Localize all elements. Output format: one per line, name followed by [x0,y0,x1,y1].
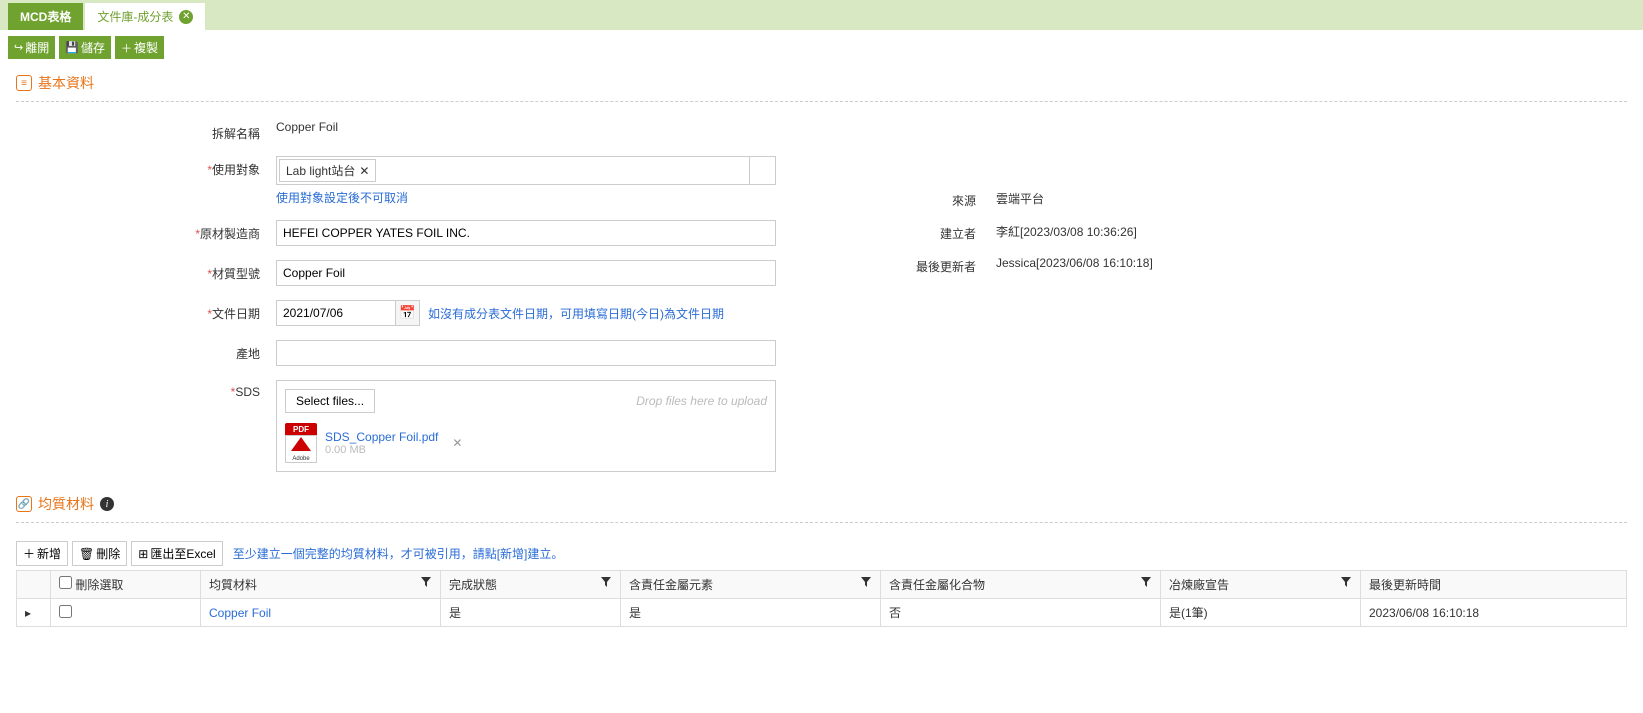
col-status: 完成狀態 [441,571,621,599]
cell-metal-element: 是 [621,599,881,627]
col-delete-select: 刪除選取 [51,571,201,599]
plus-icon: ＋ [23,545,35,562]
leave-button[interactable]: ↪離開 [8,36,55,59]
value-creator: 李紅[2023/03/08 10:36:26] [996,223,1276,242]
tab-document-library[interactable]: 文件庫-成分表 ✕ [85,3,205,30]
origin-input[interactable] [276,340,776,366]
filter-icon[interactable] [1140,576,1152,591]
add-button[interactable]: ＋新增 [16,541,68,566]
info-icon[interactable]: i [100,497,114,511]
excel-icon: ⊞ [138,547,148,561]
remove-tag-icon[interactable]: ✕ [359,164,369,178]
dropdown-icon[interactable] [749,157,775,184]
cell-updated: 2023/06/08 16:10:18 [1361,599,1627,627]
copy-icon: ＋ [121,40,132,56]
doc-date-input[interactable] [276,300,396,326]
list-icon: ≡ [16,75,32,91]
col-expand [17,571,51,599]
label-creator: 建立者 [856,223,996,242]
select-files-button[interactable]: Select files... [285,389,375,413]
file-item: PDF Adobe SDS_Copper Foil.pdf 0.00 MB ✕ [285,423,767,463]
expand-row-icon[interactable]: ▸ [25,606,31,620]
toolbar-hint: 至少建立一個完整的均質材料，才可被引用，請點[新增]建立。 [233,545,564,562]
cell-status: 是 [441,599,621,627]
label-source: 來源 [856,190,996,209]
col-material: 均質材料 [201,571,441,599]
file-name-link[interactable]: SDS_Copper Foil.pdf [325,430,438,444]
link-icon: 🔗 [16,496,32,512]
section-basic-header: ≡ 基本資料 [16,65,1627,97]
close-tab-icon[interactable]: ✕ [179,10,193,24]
filter-icon[interactable] [1340,576,1352,591]
trash-icon: 🗑 [79,547,94,561]
divider [16,101,1627,102]
table-row: ▸ Copper Foil 是 是 否 是(1筆) 2023/06/08 16:… [17,599,1627,627]
filter-icon[interactable] [420,576,432,591]
calendar-button[interactable]: 📅 [396,300,420,326]
sds-upload-box: Select files... Drop files here to uploa… [276,380,776,472]
pdf-icon: PDF Adobe [285,423,317,463]
save-icon: 💾 [65,41,79,54]
cell-smelter: 是(1筆) [1161,599,1361,627]
section-title: 均質材料 [38,494,94,514]
col-metal-compound: 含責任金屬化合物 [881,571,1161,599]
value-last-updater: Jessica[2023/06/08 16:10:18] [996,256,1276,275]
section-title: 基本資料 [38,73,94,93]
remove-file-icon[interactable]: ✕ [452,436,462,450]
material-link[interactable]: Copper Foil [201,599,441,627]
tab-mcd[interactable]: MCD表格 [8,3,83,30]
select-all-checkbox[interactable] [59,576,72,589]
filter-icon[interactable] [860,576,872,591]
label-origin: 產地 [16,340,276,362]
label-last-updater: 最後更新者 [856,256,996,275]
material-model-input[interactable] [276,260,776,286]
manufacturer-input[interactable] [276,220,776,246]
usage-hint: 使用對象設定後不可取消 [276,189,796,206]
usage-target-input[interactable]: Lab light站台 ✕ [276,156,776,185]
doc-date-hint: 如沒有成分表文件日期，可用填寫日期(今日)為文件日期 [428,305,724,322]
leave-icon: ↪ [14,41,23,54]
tab-bar: MCD表格 文件庫-成分表 ✕ [0,0,1643,30]
label-material-model: *材質型號 [16,260,276,282]
divider [16,522,1627,523]
label-sds: *SDS [16,380,276,399]
table-toolbar: ＋新增 🗑刪除 ⊞匯出至Excel 至少建立一個完整的均質材料，才可被引用，請點… [16,541,1627,566]
section-material-header: 🔗 均質材料 i [16,486,1627,518]
label-manufacturer: *原材製造商 [16,220,276,242]
save-button[interactable]: 💾儲存 [59,36,111,59]
export-excel-button[interactable]: ⊞匯出至Excel [131,541,222,566]
file-size: 0.00 MB [325,444,438,456]
drop-hint: Drop files here to upload [636,394,767,408]
value-disassembly: Copper Foil [276,120,796,134]
copy-button[interactable]: ＋複製 [115,36,164,59]
label-doc-date: *文件日期 [16,300,276,322]
material-table: 刪除選取 均質材料 完成狀態 含責任金屬元素 [16,570,1627,627]
tab-label: 文件庫-成分表 [97,8,173,25]
filter-icon[interactable] [600,576,612,591]
value-source: 雲端平台 [996,190,1276,209]
calendar-icon: 📅 [399,305,416,321]
label-disassembly: 拆解名稱 [16,120,276,142]
row-checkbox[interactable] [59,605,72,618]
action-bar: ↪離開 💾儲存 ＋複製 [0,30,1643,65]
label-usage-target: *使用對象 [16,156,276,178]
delete-button[interactable]: 🗑刪除 [72,541,127,566]
col-updated: 最後更新時間 [1361,571,1627,599]
col-metal-element: 含責任金屬元素 [621,571,881,599]
cell-metal-compound: 否 [881,599,1161,627]
usage-tag: Lab light站台 ✕ [279,159,376,182]
col-smelter: 冶煉廠宣告 [1161,571,1361,599]
